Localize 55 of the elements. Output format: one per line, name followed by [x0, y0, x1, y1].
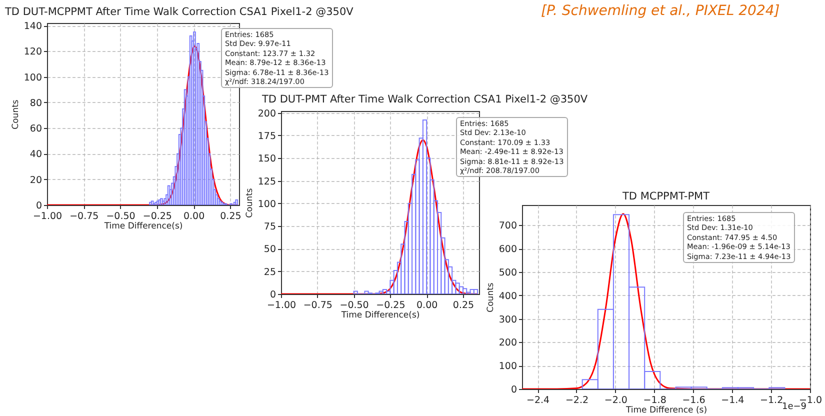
- y-tick-label: 400: [498, 290, 517, 302]
- y-tick-label: 0: [270, 290, 276, 300]
- text: [P. Schwemling et al., PIXEL 2024]: [541, 3, 780, 19]
- y-tick-label: 150: [258, 154, 276, 165]
- chart-title: TD DUT-MCPPMT After Time Walk Correction CSA1 Pixel1-2 @350V: [4, 6, 354, 18]
- x-tick-label: −0.75: [70, 211, 99, 222]
- x-tick-label: −0.50: [340, 300, 369, 311]
- y-tick-label: 125: [258, 176, 276, 188]
- x-tick-label: −0.25: [376, 300, 406, 311]
- y-tick-label: 140: [24, 21, 42, 32]
- chart-title: TD MCPPMT-PMT: [622, 190, 710, 202]
- text: 1e−9: [782, 402, 807, 412]
- y-tick-label: 200: [498, 338, 517, 349]
- chart-title: TD DUT-PMT After Time Walk Correction CSA1 Pixel1-2 @350V: [261, 93, 588, 106]
- x-tick-label: −2.2: [565, 395, 589, 406]
- x-tick-label: 0.25: [220, 211, 242, 222]
- y-tick-label: 80: [30, 98, 42, 109]
- y-tick-label: 0: [36, 200, 42, 212]
- y-tick-label: 60: [30, 124, 42, 135]
- x-tick-label: −0.75: [303, 300, 332, 311]
- x-tick-label: −1.00: [266, 300, 296, 311]
- y-tick-label: 50: [264, 244, 276, 256]
- x-axis-title: Time Difference(s): [340, 310, 420, 320]
- y-tick-label: 600: [498, 244, 517, 256]
- x-tick-label: −2.0: [604, 395, 628, 406]
- y-tick-label: 700: [498, 220, 517, 232]
- x-tick-label: −1.8: [643, 395, 666, 406]
- x-tick-label: −1.00: [32, 211, 62, 222]
- x-axis-title: Time Difference(s): [103, 222, 183, 232]
- y-axis-title: Counts: [244, 188, 255, 218]
- x-tick-label: −2.4: [526, 395, 550, 406]
- x-axis-title: Time Difference (s): [624, 406, 708, 416]
- y-tick-label: 100: [24, 72, 42, 84]
- y-tick-label: 500: [498, 267, 517, 278]
- x-tick-label: −1.6: [682, 395, 706, 406]
- x-tick-label: 0.25: [452, 300, 474, 311]
- y-tick-label: 40: [30, 149, 42, 160]
- y-axis-title: Counts: [486, 282, 496, 312]
- x-tick-label: −0.25: [142, 211, 172, 222]
- y-tick-label: 100: [258, 198, 276, 210]
- y-tick-label: 175: [258, 130, 276, 142]
- x-tick-label: −1.4: [721, 395, 744, 406]
- y-tick-label: 75: [264, 222, 276, 233]
- y-tick-label: 0: [510, 384, 517, 396]
- x-tick-label: −1.2: [760, 395, 784, 406]
- x-tick-label: 0.00: [416, 300, 438, 311]
- y-tick-label: 100: [498, 361, 517, 372]
- x-tick-label: −0.50: [106, 211, 136, 222]
- y-tick-label: 20: [30, 174, 42, 186]
- y-tick-label: 200: [258, 108, 276, 120]
- y-axis-title: Counts: [10, 99, 21, 130]
- y-tick-label: 25: [264, 266, 276, 278]
- y-tick-label: 120: [24, 46, 42, 58]
- y-tick-label: 300: [498, 314, 517, 326]
- x-tick-label: 0.00: [183, 211, 205, 222]
